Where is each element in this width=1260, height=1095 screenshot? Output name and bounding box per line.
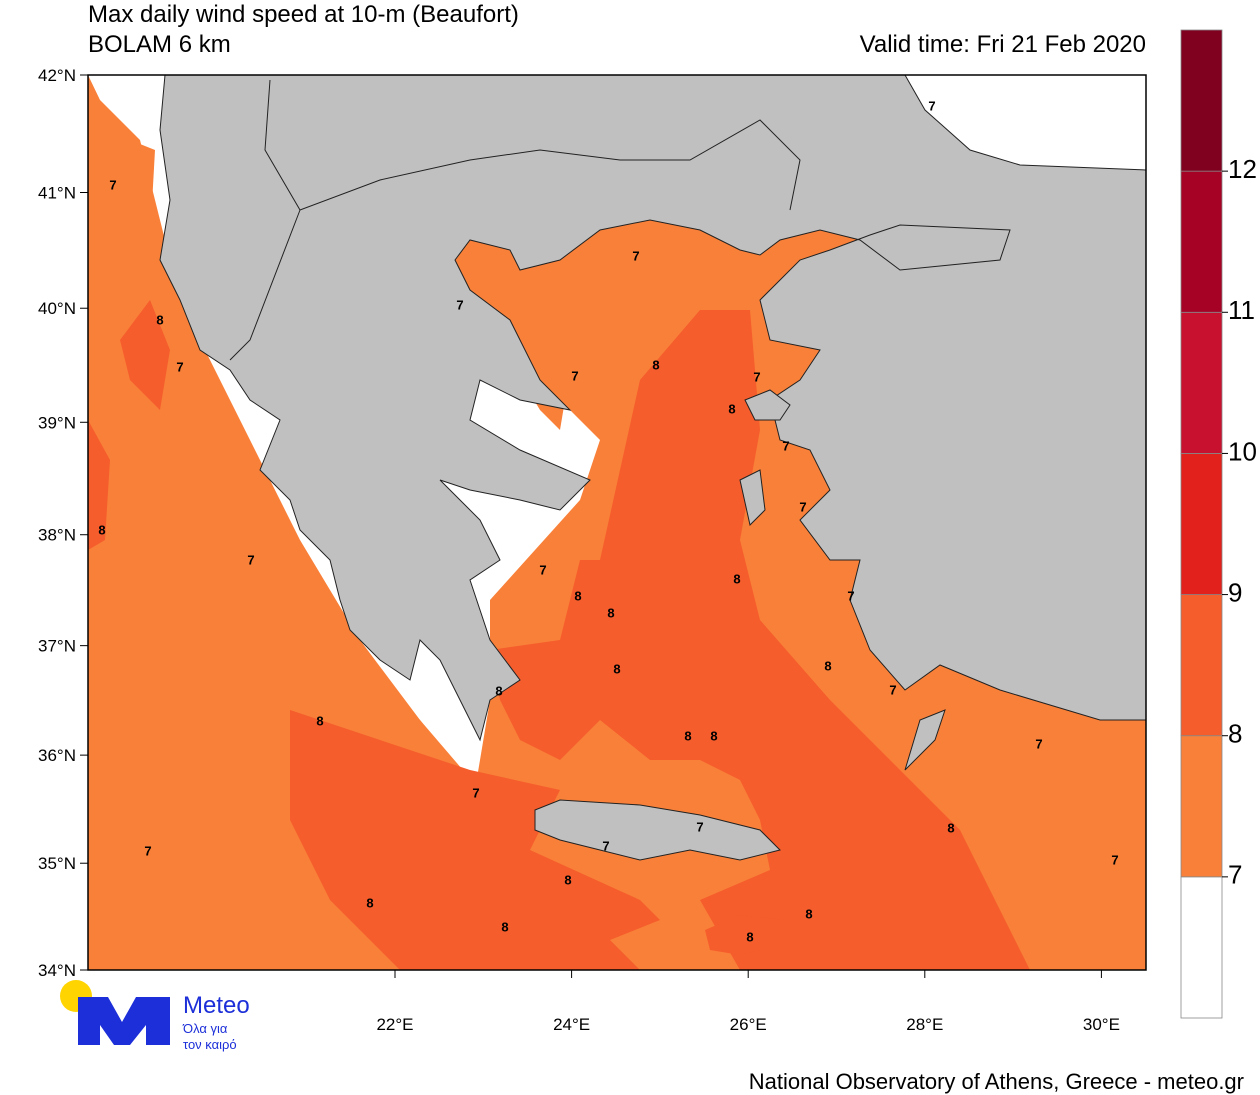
contour-label: 8 <box>501 919 508 934</box>
lon-tick-label: 28°E <box>906 1015 943 1034</box>
contour-label: 8 <box>98 522 105 537</box>
contour-label: 7 <box>472 785 479 800</box>
contour-label: 7 <box>782 438 789 453</box>
lon-tick-label: 24°E <box>553 1015 590 1034</box>
contour-label: 7 <box>799 499 806 514</box>
zone-8-9 <box>88 420 110 550</box>
colorbar-label: 12 <box>1228 154 1257 184</box>
contour-label: 7 <box>176 359 183 374</box>
map-frame <box>87 74 1147 971</box>
rhodes <box>904 709 946 771</box>
colorbar-label: 8 <box>1228 719 1242 749</box>
lat-tick-label: 38°N <box>38 526 76 545</box>
colorbar-label: 11 <box>1228 295 1255 325</box>
border <box>264 79 801 211</box>
subtitle: BOLAM 6 km <box>88 31 231 58</box>
contour-label: 7 <box>571 368 578 383</box>
contour-label: 7 <box>632 248 639 263</box>
land <box>159 75 1146 742</box>
contour-label: 7 <box>847 588 854 603</box>
lon-tick-label: 26°E <box>730 1015 767 1034</box>
contour-label: 7 <box>928 98 935 113</box>
colorbar-swatch <box>1180 735 1223 878</box>
valid-time: Valid time: Fri 21 Feb 2020 <box>860 31 1146 58</box>
colorbar-swatch <box>1180 876 1223 1019</box>
contour-label: 8 <box>156 312 163 327</box>
contour-label: 8 <box>652 357 659 372</box>
contour-label: 7 <box>602 838 609 853</box>
contour-label: 8 <box>607 605 614 620</box>
contour-label: 8 <box>564 872 571 887</box>
lat-tick-label: 35°N <box>38 854 76 873</box>
contour-label: 7 <box>144 843 151 858</box>
axis-ticks: 42°N 41°N 40°N 39°N 38°N 37°N 36°N 35°N 34°N 22°E… <box>38 66 1120 1034</box>
zone-8-9 <box>290 710 660 970</box>
contour-label: 8 <box>710 728 717 743</box>
contour-label: 8 <box>495 683 502 698</box>
lat-tick-label: 36°N <box>38 746 76 765</box>
lat-tick-label: 39°N <box>38 413 76 432</box>
contour-label: 8 <box>824 658 831 673</box>
colorbar-label: 10 <box>1228 436 1257 466</box>
crete <box>534 799 781 861</box>
title: Max daily wind speed at 10-m (Beaufort) <box>88 1 519 28</box>
contour-label: 7 <box>1035 736 1042 751</box>
contour-label: 7 <box>539 562 546 577</box>
contour-label: 8 <box>746 929 753 944</box>
contour-label: 7 <box>456 297 463 312</box>
contour-label: 8 <box>574 588 581 603</box>
border <box>229 209 301 361</box>
logo-mark <box>78 997 170 1045</box>
contour-label: 8 <box>947 820 954 835</box>
contour-label: 7 <box>109 177 116 192</box>
lat-tick-label: 41°N <box>38 183 76 202</box>
contour-label: 8 <box>684 728 691 743</box>
contour-labels: 7 8 7 8 7 7 7 7 8 7 7 8 7 7 7 8 8 8 7 8 8 8 7 8 8 8 7 7 7 8 7 7 7 8 8 8 8 8 <box>98 98 1118 944</box>
logo-tagline: τον καιρό <box>183 1037 237 1052</box>
zone-8-9 <box>120 300 170 410</box>
logo-tagline: Όλα για <box>182 1021 228 1036</box>
lat-tick-label: 42°N <box>38 66 76 85</box>
lon-tick-label: 22°E <box>376 1015 413 1034</box>
lesbos <box>744 389 791 421</box>
contour-label: 8 <box>805 906 812 921</box>
colorbar-swatch <box>1180 29 1223 172</box>
chios <box>739 469 766 526</box>
colorbar-swatch <box>1180 453 1223 595</box>
contour-label: 7 <box>1111 852 1118 867</box>
lat-tick-label: 34°N <box>38 961 76 980</box>
logo: Meteo Όλα για τον καιρό <box>60 980 250 1052</box>
logo-name: Meteo <box>183 992 250 1019</box>
contour-label: 8 <box>613 661 620 676</box>
colorbar-label: 9 <box>1228 577 1242 607</box>
contour-label: 8 <box>728 401 735 416</box>
lat-tick-label: 37°N <box>38 637 76 656</box>
colorbar-swatch <box>1180 170 1223 313</box>
contour-label: 7 <box>696 819 703 834</box>
lon-tick-label: 30°E <box>1083 1015 1120 1034</box>
colorbar-swatch <box>1180 311 1223 454</box>
zone-8-9 <box>490 310 1030 970</box>
contour-label: 8 <box>366 895 373 910</box>
footer: National Observatory of Athens, Greece -… <box>749 1069 1244 1094</box>
lat-tick-label: 40°N <box>38 299 76 318</box>
contour-label: 8 <box>316 713 323 728</box>
contour-label: 7 <box>889 682 896 697</box>
zone-8-9 <box>705 915 785 955</box>
colorbar-label: 7 <box>1228 860 1242 890</box>
colorbar-swatch <box>1180 594 1223 737</box>
contour-label: 8 <box>733 571 740 586</box>
contour-label: 7 <box>753 369 760 384</box>
map-area: 7 8 7 8 7 7 7 7 8 7 7 8 7 7 7 8 8 8 7 8 8 8 7 8 8 8 7 7 7 8 7 7 7 8 8 8 8 8 <box>88 75 1146 970</box>
contour-label: 7 <box>247 552 254 567</box>
colorbar: 7 8 9 10 11 12 <box>1180 29 1257 1019</box>
